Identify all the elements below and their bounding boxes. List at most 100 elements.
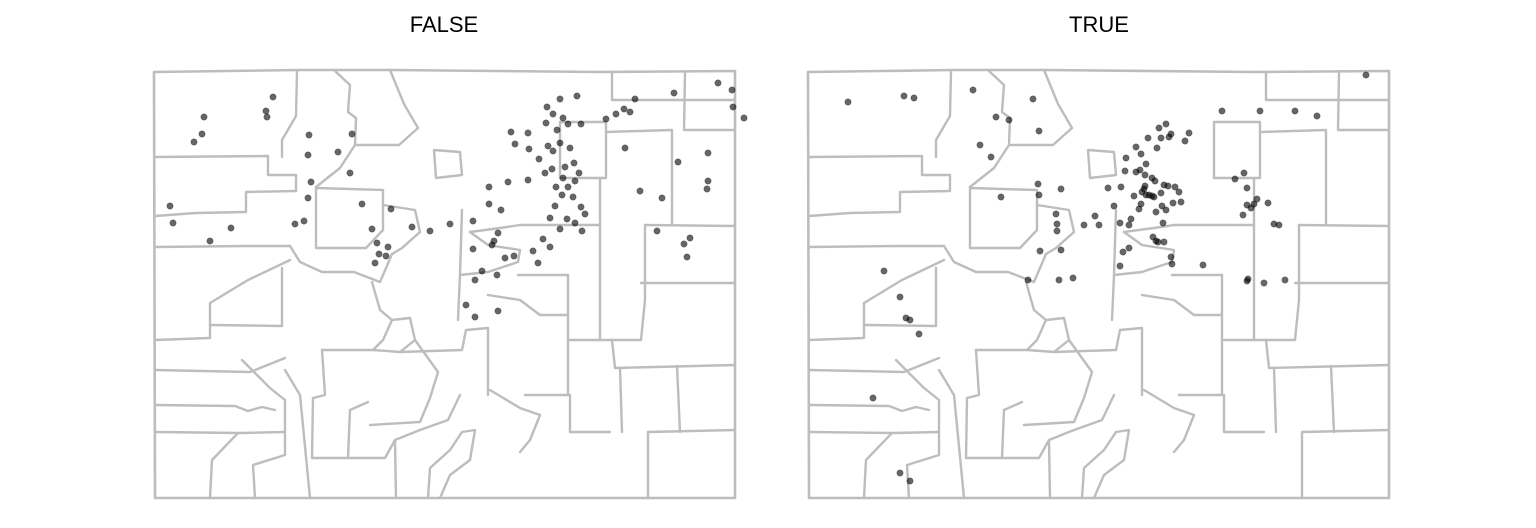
map-point bbox=[546, 214, 554, 222]
map-point bbox=[1125, 244, 1133, 252]
map-point bbox=[346, 169, 354, 177]
map-point bbox=[1055, 276, 1063, 284]
map-point bbox=[1132, 143, 1140, 151]
map-point bbox=[1167, 130, 1175, 138]
map-point bbox=[896, 293, 904, 301]
map-point bbox=[1110, 202, 1118, 210]
map-point bbox=[544, 142, 552, 150]
map-point bbox=[169, 219, 177, 227]
map-point bbox=[305, 131, 313, 139]
map-point bbox=[1199, 261, 1207, 269]
map-point bbox=[740, 114, 748, 122]
map-point bbox=[494, 307, 502, 315]
map-point bbox=[1155, 124, 1163, 132]
map-point bbox=[1116, 262, 1124, 270]
map-point bbox=[543, 103, 551, 111]
map-point bbox=[686, 234, 694, 242]
map-point bbox=[1057, 246, 1065, 254]
map-point bbox=[535, 155, 543, 163]
map-point bbox=[1185, 129, 1193, 137]
map-point bbox=[636, 187, 644, 195]
map-point bbox=[478, 267, 486, 275]
map-point bbox=[906, 477, 914, 485]
map-point bbox=[446, 220, 454, 228]
map-point bbox=[1240, 169, 1248, 177]
map-point bbox=[1119, 248, 1127, 256]
map-point bbox=[703, 185, 711, 193]
map-point bbox=[670, 89, 678, 97]
facet-panel-true: TRUE bbox=[806, 12, 1391, 500]
map-point bbox=[900, 92, 908, 100]
map-point bbox=[969, 86, 977, 94]
map-point bbox=[408, 223, 416, 231]
map-point bbox=[1157, 134, 1165, 142]
map-point bbox=[549, 110, 557, 118]
map-point bbox=[869, 394, 877, 402]
map-point bbox=[1162, 120, 1170, 128]
map-point bbox=[1141, 171, 1149, 179]
map-point bbox=[571, 219, 579, 227]
map-point bbox=[621, 144, 629, 152]
map-point bbox=[704, 177, 712, 185]
map-point bbox=[1141, 182, 1149, 190]
map-point bbox=[1153, 144, 1161, 152]
map-point bbox=[1243, 184, 1251, 192]
map-point bbox=[546, 243, 554, 251]
map-point bbox=[262, 107, 270, 115]
map-point bbox=[507, 128, 515, 136]
map-point bbox=[658, 194, 666, 202]
map-point bbox=[1035, 191, 1043, 199]
map-point bbox=[1168, 260, 1176, 268]
map-point bbox=[714, 79, 722, 87]
map-point bbox=[1164, 182, 1172, 190]
map-point bbox=[382, 252, 390, 260]
map-point bbox=[1036, 247, 1044, 255]
map-point bbox=[1231, 175, 1239, 183]
map-point bbox=[1181, 137, 1189, 145]
map-point bbox=[1264, 199, 1272, 207]
map-point bbox=[485, 200, 493, 208]
map-point bbox=[462, 301, 470, 309]
map-point bbox=[304, 194, 312, 202]
map-point bbox=[558, 191, 566, 199]
map-point bbox=[620, 105, 628, 113]
map-point bbox=[1135, 205, 1143, 213]
county-boundaries-false bbox=[152, 68, 737, 500]
map-point bbox=[612, 110, 620, 118]
map-point bbox=[373, 239, 381, 247]
map-point bbox=[198, 130, 206, 138]
map-point bbox=[471, 313, 479, 321]
map-point bbox=[387, 205, 395, 213]
map-point bbox=[1005, 116, 1013, 124]
map-point bbox=[529, 247, 537, 255]
map-point bbox=[1158, 202, 1166, 210]
map-point bbox=[1132, 168, 1140, 176]
map-point bbox=[1169, 199, 1177, 207]
map-point bbox=[674, 158, 682, 166]
map-point bbox=[1057, 185, 1065, 193]
map-point bbox=[910, 94, 918, 102]
map-point bbox=[728, 86, 736, 94]
map-point bbox=[539, 235, 547, 243]
map-point bbox=[575, 169, 583, 177]
map-point bbox=[534, 259, 542, 267]
map-point bbox=[552, 183, 560, 191]
map-point bbox=[626, 108, 634, 116]
map-point bbox=[227, 224, 235, 232]
map-point bbox=[1080, 221, 1088, 229]
map-point bbox=[602, 115, 610, 123]
map-point bbox=[577, 203, 585, 211]
map-point bbox=[1291, 107, 1299, 115]
map-point bbox=[556, 95, 564, 103]
map-point bbox=[729, 103, 737, 111]
map-point bbox=[1034, 180, 1042, 188]
map-point bbox=[1053, 227, 1061, 235]
map-point bbox=[426, 227, 434, 235]
map-point bbox=[263, 113, 271, 121]
map-point bbox=[566, 144, 574, 152]
map-point bbox=[680, 240, 688, 248]
map-point bbox=[1149, 233, 1157, 241]
map-point bbox=[501, 254, 509, 262]
map-point bbox=[1167, 253, 1175, 261]
map-point bbox=[1239, 211, 1247, 219]
